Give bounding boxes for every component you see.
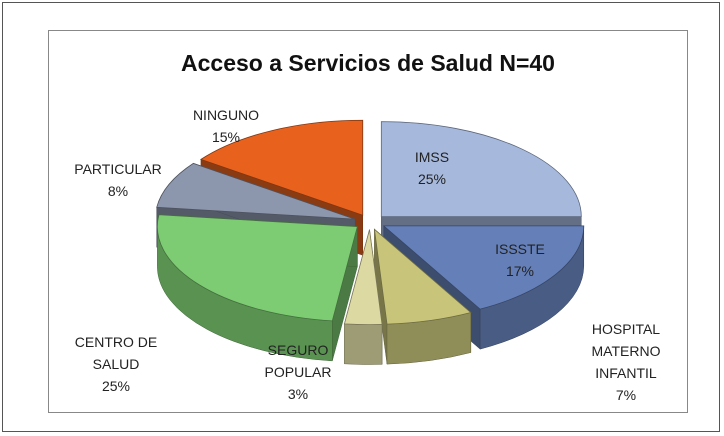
slice-label: CENTRO DE SALUD 25% — [71, 331, 161, 397]
percent-label: 25% — [101, 378, 131, 394]
category-name: HOSPITAL MATERNO INFANTIL — [591, 321, 661, 381]
percent-label: 17% — [505, 263, 535, 279]
percent-label: 7% — [615, 387, 637, 403]
pie-slice — [343, 229, 383, 365]
slice-top — [382, 225, 585, 310]
slice-side — [344, 323, 383, 365]
slice-label: ISSSTE 17% — [490, 238, 550, 282]
chart-title: Acceso a Servicios de Salud N=40 — [181, 50, 555, 76]
percent-label: 25% — [417, 171, 447, 187]
percent-label: 3% — [287, 386, 309, 402]
category-name: CENTRO DE SALUD — [74, 334, 158, 372]
pie-slice — [156, 214, 358, 362]
chart-area — [48, 30, 688, 413]
slice-top — [373, 228, 472, 325]
pie-slice — [373, 228, 472, 365]
slice-label: NINGUNO 15% — [181, 104, 271, 148]
slice-label: IMSS 25% — [402, 146, 462, 190]
frame — [2, 2, 720, 432]
slice-label: SEGURO POPULAR 3% — [253, 339, 343, 405]
slice-top — [156, 162, 356, 220]
percent-label: 8% — [107, 183, 129, 199]
percent-label: 15% — [211, 129, 241, 145]
slice-top — [343, 229, 383, 325]
category-name: SEGURO POPULAR — [264, 342, 332, 380]
category-name: PARTICULAR — [74, 161, 162, 177]
slice-top — [200, 119, 364, 216]
category-name: IMSS — [414, 149, 450, 165]
slice-label: HOSPITAL MATERNO INFANTIL 7% — [571, 318, 681, 406]
category-name: NINGUNO — [192, 107, 260, 123]
slice-top — [156, 214, 358, 322]
slice-top — [380, 121, 582, 218]
slice-label: PARTICULAR 8% — [63, 158, 173, 202]
category-name: ISSSTE — [495, 241, 545, 257]
